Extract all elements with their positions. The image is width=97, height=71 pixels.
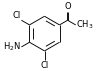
Text: O: O: [64, 2, 71, 11]
Text: H$_2$N: H$_2$N: [3, 41, 21, 53]
Text: Cl: Cl: [13, 11, 21, 20]
Text: CH$_3$: CH$_3$: [76, 19, 94, 31]
Text: Cl: Cl: [40, 61, 49, 70]
